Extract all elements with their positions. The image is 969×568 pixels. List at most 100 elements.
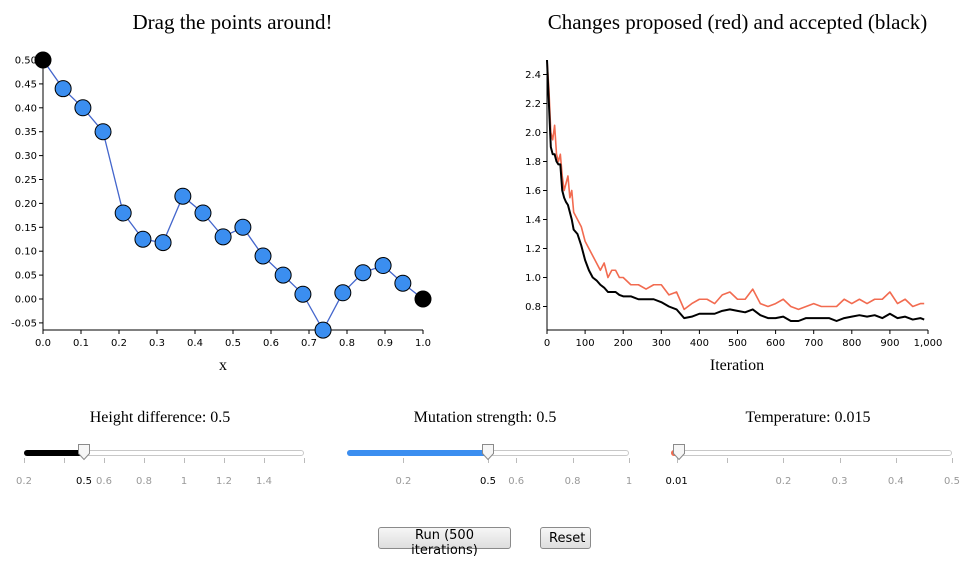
x-tick-label: 400 [690,338,709,349]
x-tick-label: 0 [544,338,550,349]
x-tick-label: 0.4 [187,338,203,349]
draggable-point[interactable] [74,99,92,117]
draggable-point[interactable] [194,204,212,222]
y-tick-label: 1.4 [525,215,541,226]
slider-tick [264,458,265,463]
y-tick-label: 0.45 [15,79,37,90]
slider-tick-label: 1 [180,476,188,487]
y-tick-label: 0.30 [15,151,37,162]
y-tick-label: 0.50 [15,56,37,67]
slider-tick [783,458,785,463]
temperature-slider[interactable]: 0.01 0.2 0.3 0.4 0.5 [665,444,960,492]
slider-tick-label: 0.3 [831,476,848,487]
points-chart[interactable]: -0.050.000.050.100.150.200.250.300.350.4… [0,0,969,400]
slider-tick-label: 1 [625,476,633,487]
draggable-point[interactable] [254,247,272,265]
x-tick-label: 0.3 [149,338,165,349]
slider-tick [676,458,678,463]
draggable-point[interactable] [214,228,232,246]
draggable-point[interactable] [314,321,332,339]
draggable-point[interactable] [234,218,252,236]
slider-track[interactable] [671,450,952,456]
y-tick-label: 2.0 [525,128,541,139]
x-tick-label: 0.9 [377,338,393,349]
draggable-point[interactable] [154,234,172,252]
slider-tick [516,458,518,463]
slider-tick [304,458,305,463]
slider-thumb[interactable] [673,444,686,461]
x-tick-label: 300 [652,338,671,349]
x-tick-label: 800 [842,338,861,349]
slider-tick [488,458,489,463]
x-axis-label: Iteration [710,357,764,374]
slider-thumb[interactable] [78,444,90,461]
draggable-point[interactable] [114,204,132,222]
height-difference-slider[interactable]: 0.2 0.5 0.6 0.8 1 1.2 1.4 [16,444,305,492]
y-tick-label: 1.8 [525,157,541,168]
draggable-point[interactable] [274,266,292,284]
height-slider-title: Height difference: 0.5 [89,409,231,426]
x-tick-label: 100 [576,338,595,349]
slider-tick [224,458,225,463]
x-tick-label: 0.5 [225,338,241,349]
slider-tick-label: 0.4 [887,476,904,487]
slider-fill [347,450,488,456]
x-tick-label: 0.0 [35,338,51,349]
x-tick-label: 0.7 [301,338,317,349]
x-tick-label: 600 [766,338,785,349]
slider-tick [895,458,897,463]
mutation-strength-slider[interactable]: 0.2 0.5 0.6 0.8 1 [347,444,633,492]
draggable-point[interactable] [134,230,152,248]
x-tick-label: 0.1 [73,338,89,349]
y-tick-label: 0.15 [15,223,37,234]
x-tick-label: 0.6 [263,338,279,349]
left-chart-title: Drag the points around! [132,10,333,34]
draggable-point[interactable] [374,257,392,275]
slider-fill [24,450,84,456]
y-tick-label: 0.8 [525,302,541,313]
slider-tick [572,458,574,463]
slider-tick [629,458,630,463]
slider-tick [727,458,729,463]
draggable-point[interactable] [174,187,192,205]
y-tick-label: 0.05 [15,271,37,282]
y-tick-label: 2.4 [525,70,541,81]
y-tick-label: 2.2 [525,99,541,110]
energy-chart: 0.8 1.0 1.2 1.4 1.6 1.8 2.0 2.2 2.4 0 100 200 300 400… [525,59,942,374]
y-tick-label: 1.2 [525,244,541,255]
x-axis-label: x [219,357,227,374]
x-tick-label: 0.2 [111,338,127,349]
slider-tick-label: 0.2 [395,476,412,487]
y-tick-label: 0.40 [15,103,37,114]
run-button[interactable]: Run (500 iterations) [378,527,511,558]
slider-tick-label: 0.5 [76,476,92,487]
mutation-slider-title: Mutation strength: 0.5 [413,409,557,426]
y-tick-label: 0.25 [15,175,37,186]
y-tick-label: -0.05 [11,318,37,329]
fixed-endpoint [34,51,52,69]
x-tick-label: 900 [880,338,899,349]
x-tick-label: 200 [614,338,633,349]
slider-tick [839,458,841,463]
slider-tick-label: 1.4 [256,476,272,487]
y-tick-label: 0.10 [15,247,37,258]
slider-tick-label: 0.6 [96,476,112,487]
x-tick-label: 0.8 [339,338,355,349]
reset-button[interactable]: Reset [540,527,591,549]
slider-tick-label: 0.8 [564,476,581,487]
draggable-point[interactable] [294,285,312,303]
y-tick-label: 1.6 [525,186,541,197]
x-tick-label: 700 [804,338,823,349]
temperature-slider-title: Temperature: 0.015 [745,409,871,426]
slider-thumb[interactable] [482,444,494,461]
slider-tick [104,458,105,463]
draggable-point[interactable] [94,123,112,141]
y-tick-label: 1.0 [525,273,541,284]
draggable-point[interactable] [354,264,372,282]
slider-tick [64,458,65,463]
slider-tick-label: 0.8 [136,476,152,487]
x-tick-label: 500 [728,338,747,349]
draggable-point[interactable] [394,274,412,292]
draggable-point[interactable] [54,80,72,98]
draggable-point[interactable] [334,284,352,302]
